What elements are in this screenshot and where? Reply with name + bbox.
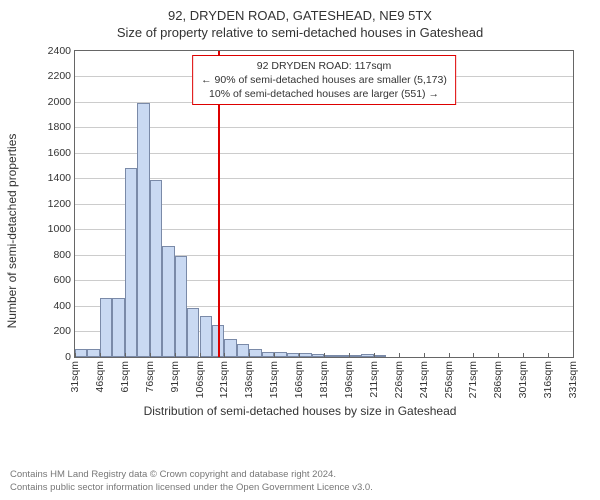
histogram-bar [249, 349, 261, 357]
footer-line-1: Contains HM Land Registry data © Crown c… [10, 469, 373, 481]
x-tick-mark [249, 353, 250, 358]
x-tick-label: 106sqm [194, 361, 206, 398]
footer-line-2: Contains public sector information licen… [10, 482, 373, 494]
y-tick-label: 1600 [48, 147, 71, 159]
histogram-bar [312, 354, 324, 357]
x-tick-mark [399, 353, 400, 358]
annotation-line-3: 10% of semi-detached houses are larger (… [201, 87, 447, 101]
plot-region: 0200400600800100012001400160018002000220… [74, 50, 574, 358]
histogram-bar [200, 316, 212, 357]
y-tick-label: 1400 [48, 172, 71, 184]
histogram-bar [125, 168, 137, 357]
x-tick-mark [200, 353, 201, 358]
annotation-box: 92 DRYDEN ROAD: 117sqm ← 90% of semi-det… [192, 55, 456, 106]
y-tick-label: 2400 [48, 45, 71, 57]
histogram-bar [224, 339, 236, 357]
annotation-line-2: ← 90% of semi-detached houses are smalle… [201, 73, 447, 87]
chart-area: Number of semi-detached properties 02004… [20, 46, 580, 416]
histogram-bar [75, 349, 87, 357]
x-tick-label: 151sqm [268, 361, 280, 398]
footer: Contains HM Land Registry data © Crown c… [10, 469, 373, 494]
y-tick-label: 800 [53, 249, 71, 261]
histogram-bar [349, 355, 361, 357]
x-tick-mark [224, 353, 225, 358]
y-tick-label: 1800 [48, 121, 71, 133]
x-tick-mark [274, 353, 275, 358]
x-tick-label: 331sqm [567, 361, 579, 398]
x-tick-mark [125, 353, 126, 358]
histogram-bar [175, 256, 187, 357]
x-tick-label: 46sqm [94, 361, 106, 393]
x-axis-label: Distribution of semi-detached houses by … [20, 404, 580, 418]
x-tick-label: 76sqm [144, 361, 156, 393]
x-tick-label: 301sqm [517, 361, 529, 398]
title-line-1: 92, DRYDEN ROAD, GATESHEAD, NE9 5TX [10, 8, 590, 25]
gridline [75, 127, 573, 128]
y-tick-label: 600 [53, 274, 71, 286]
histogram-bar [162, 246, 174, 357]
histogram-bar [299, 353, 311, 357]
title-line-2: Size of property relative to semi-detach… [10, 25, 590, 42]
y-tick-label: 2200 [48, 70, 71, 82]
histogram-bar [112, 298, 124, 357]
x-tick-label: 166sqm [293, 361, 305, 398]
y-tick-label: 1000 [48, 223, 71, 235]
x-tick-label: 91sqm [169, 361, 181, 393]
y-tick-label: 2000 [48, 96, 71, 108]
x-tick-label: 241sqm [418, 361, 430, 398]
x-tick-mark [349, 353, 350, 358]
x-tick-mark [498, 353, 499, 358]
y-tick-label: 400 [53, 300, 71, 312]
y-tick-label: 200 [53, 325, 71, 337]
x-tick-mark [449, 353, 450, 358]
y-tick-label: 1200 [48, 198, 71, 210]
x-tick-label: 61sqm [119, 361, 131, 393]
histogram-bar [336, 355, 348, 357]
chart-container: 92, DRYDEN ROAD, GATESHEAD, NE9 5TX Size… [0, 0, 600, 500]
x-tick-label: 256sqm [443, 361, 455, 398]
x-tick-mark [548, 353, 549, 358]
x-tick-label: 211sqm [368, 361, 380, 398]
x-tick-label: 121sqm [218, 361, 230, 398]
x-tick-mark [573, 353, 574, 358]
x-tick-mark [523, 353, 524, 358]
x-tick-mark [175, 353, 176, 358]
x-tick-label: 286sqm [492, 361, 504, 398]
x-tick-label: 31sqm [69, 361, 81, 393]
x-tick-mark [299, 353, 300, 358]
histogram-bar [287, 353, 299, 357]
x-tick-label: 316sqm [542, 361, 554, 398]
histogram-bar [150, 180, 162, 357]
x-tick-mark [374, 353, 375, 358]
x-tick-mark [424, 353, 425, 358]
x-tick-mark [150, 353, 151, 358]
annotation-line-1: 92 DRYDEN ROAD: 117sqm [201, 59, 447, 73]
histogram-bar [237, 344, 249, 357]
histogram-bar [87, 349, 99, 357]
y-axis-label: Number of semi-detached properties [5, 133, 19, 328]
histogram-bar [187, 308, 199, 356]
x-tick-label: 226sqm [393, 361, 405, 398]
x-tick-label: 181sqm [318, 361, 330, 398]
x-tick-label: 271sqm [467, 361, 479, 398]
histogram-bar [137, 103, 149, 357]
histogram-bar [274, 352, 286, 357]
x-tick-mark [473, 353, 474, 358]
x-tick-mark [100, 353, 101, 358]
histogram-bar [324, 355, 336, 357]
x-tick-mark [75, 353, 76, 358]
gridline [75, 153, 573, 154]
histogram-bar [374, 355, 386, 357]
x-tick-label: 196sqm [343, 361, 355, 398]
histogram-bar [100, 298, 112, 357]
x-tick-mark [324, 353, 325, 358]
x-tick-label: 136sqm [243, 361, 255, 398]
histogram-bar [361, 354, 373, 357]
histogram-bar [262, 352, 274, 357]
